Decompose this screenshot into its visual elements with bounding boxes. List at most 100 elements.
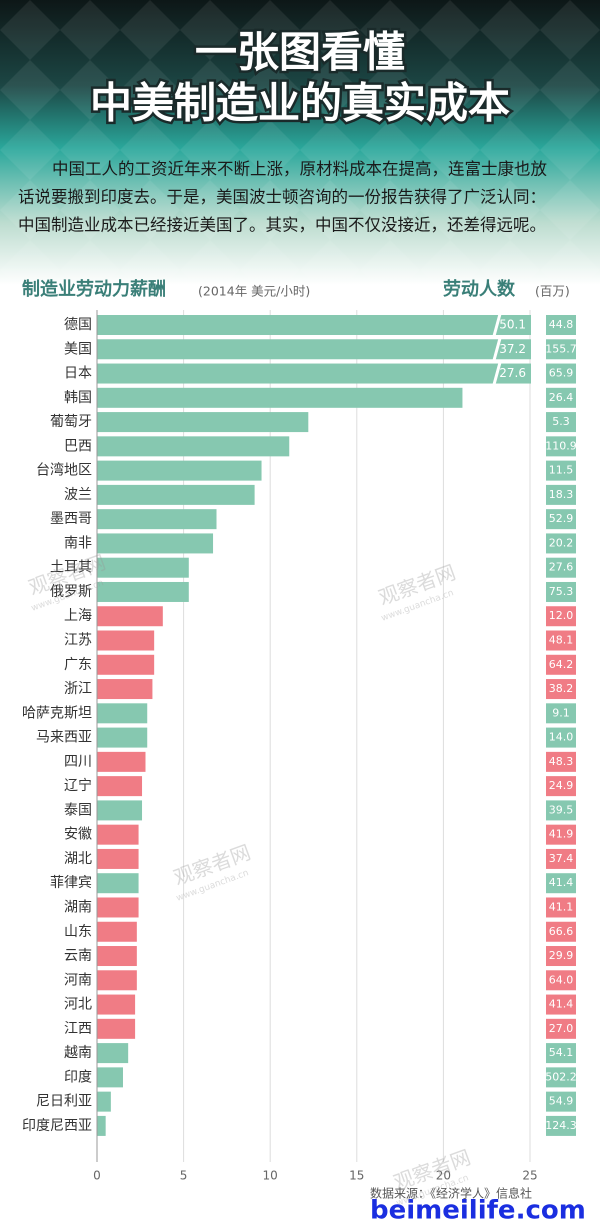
bar <box>97 606 163 627</box>
bar <box>97 873 139 894</box>
intro: 话说要搬到印度去。于是，美国波士顿咨询的一份报告获得了广泛认同： <box>18 188 546 207</box>
workforce-label: 41.9 <box>549 828 574 841</box>
y-tick-label: 韩国 <box>64 390 92 406</box>
workforce-label: 124.3 <box>545 1119 577 1132</box>
y-tick-label: 葡萄牙 <box>50 414 92 430</box>
y-tick-label: 德国 <box>64 317 92 333</box>
workforce-box <box>546 339 576 360</box>
bar <box>97 679 153 700</box>
workforce-box <box>546 387 576 408</box>
y-tick-label: 江苏 <box>64 633 92 649</box>
y-tick-label: 浙江 <box>64 681 92 697</box>
x-tick-label: 5 <box>180 1169 188 1183</box>
workforce-box <box>546 848 576 869</box>
bar <box>97 1091 111 1112</box>
bar <box>97 897 139 918</box>
bar <box>97 994 136 1015</box>
workforce-label: 27.6 <box>549 561 574 574</box>
series-title: 制造业劳动力薪酬 <box>22 278 166 300</box>
workforce-box <box>546 679 576 700</box>
workforce-label: 41.1 <box>549 900 574 913</box>
x-tick-label: 0 <box>93 1169 101 1183</box>
workforce-label: 9.1 <box>552 706 570 719</box>
bar <box>97 412 309 433</box>
series-unit: (2014年 美元/小时) <box>198 284 310 299</box>
workforce-label: 11.5 <box>549 464 574 477</box>
workforce-label: 41.4 <box>549 998 574 1011</box>
value-label: 37.2 <box>499 342 526 356</box>
workforce-box <box>546 315 576 335</box>
workforce-label: 64.0 <box>549 973 574 986</box>
bar <box>97 800 143 821</box>
workforce-box <box>546 1091 576 1112</box>
bar <box>97 848 139 869</box>
workforce-box <box>546 436 576 457</box>
y-tick-label: 俄罗斯 <box>50 584 92 600</box>
workforce-box <box>546 412 576 433</box>
workforce-box <box>546 484 576 505</box>
bar <box>97 946 137 967</box>
workforce-box <box>546 606 576 627</box>
y-tick-label: 云南 <box>64 948 92 964</box>
workforce-label: 155.7 <box>545 342 577 355</box>
workforce-box <box>546 1018 576 1039</box>
y-tick-label: 四川 <box>64 754 92 770</box>
bar <box>97 1018 136 1039</box>
workforce-box <box>546 800 576 821</box>
y-tick-label: 广东 <box>64 657 92 673</box>
y-tick-label: 印度尼西亚 <box>22 1118 92 1134</box>
bar-break <box>492 313 502 337</box>
workforce-box <box>546 727 576 748</box>
source: 数据来源：《经济学人》信息社 <box>370 1186 532 1201</box>
workforce-box <box>546 363 576 384</box>
y-tick-label: 湖南 <box>64 899 92 915</box>
workforce-label: 26.4 <box>549 391 574 404</box>
bar <box>97 654 155 675</box>
bar <box>97 630 155 651</box>
x-tick-label: 15 <box>349 1169 364 1183</box>
bar <box>97 339 531 360</box>
y-tick-label: 河北 <box>64 997 92 1013</box>
header-pattern <box>0 0 600 285</box>
y-tick-label: 上海 <box>64 608 92 624</box>
workforce-label: 65.9 <box>549 367 574 380</box>
bar <box>97 751 146 772</box>
x-tick-label: 25 <box>522 1169 537 1183</box>
bar-break <box>492 362 502 385</box>
y-tick-label: 山东 <box>64 924 92 940</box>
y-tick-label: 湖北 <box>64 851 92 867</box>
workforce-label: 110.9 <box>545 439 577 452</box>
workforce-label: 27.0 <box>549 1022 574 1035</box>
workforce-label: 64.2 <box>549 658 574 671</box>
workforce-label: 52.9 <box>549 512 574 525</box>
workforce-label: 75.3 <box>549 585 574 598</box>
y-tick-label: 马来西亚 <box>36 730 92 746</box>
bar <box>97 1067 123 1088</box>
workforce-label: 48.3 <box>549 755 574 768</box>
y-tick-label: 哈萨克斯坦 <box>22 705 92 721</box>
workforce-box <box>546 897 576 918</box>
y-tick-label: 巴西 <box>64 438 92 454</box>
y-tick-label: 安徽 <box>64 827 92 843</box>
y-tick-label: 波兰 <box>64 487 92 503</box>
workforce-label: 54.9 <box>549 1095 574 1108</box>
series-unit: (百万) <box>535 284 570 299</box>
workforce-box <box>546 824 576 845</box>
workforce-box <box>546 1115 576 1136</box>
x-tick-label: 10 <box>263 1169 278 1183</box>
bar <box>97 387 463 408</box>
workforce-box <box>546 557 576 578</box>
workforce-label: 502.2 <box>545 1070 577 1083</box>
workforce-box <box>546 460 576 481</box>
workforce-box <box>546 630 576 651</box>
bar <box>97 1043 129 1064</box>
workforce-box <box>546 946 576 967</box>
y-tick-label: 江西 <box>64 1021 92 1037</box>
y-tick-label: 尼日利亚 <box>36 1094 92 1110</box>
workforce-box <box>546 533 576 554</box>
value-label: 27.6 <box>499 366 526 380</box>
workforce-label: 54.1 <box>549 1046 574 1059</box>
workforce-box <box>546 581 576 602</box>
workforce-box <box>546 654 576 675</box>
